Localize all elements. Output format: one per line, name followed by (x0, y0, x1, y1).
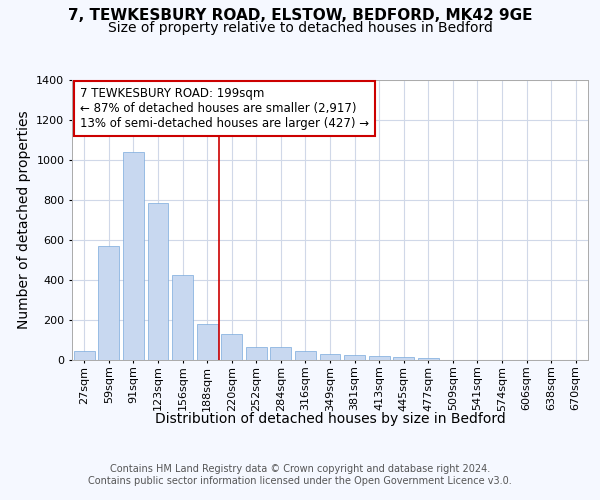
Y-axis label: Number of detached properties: Number of detached properties (17, 110, 31, 330)
Bar (123, 152, 144, 360)
Text: Size of property relative to detached houses in Bedford: Size of property relative to detached ho… (107, 21, 493, 35)
Text: 7 TEWKESBURY ROAD: 199sqm
← 87% of detached houses are smaller (2,917)
13% of se: 7 TEWKESBURY ROAD: 199sqm ← 87% of detac… (80, 87, 369, 130)
Bar (271, 347, 292, 360)
Bar (320, 354, 340, 360)
Bar (418, 358, 439, 360)
Bar (148, 203, 169, 360)
Bar (221, 334, 242, 360)
Bar (368, 356, 389, 360)
Text: Contains HM Land Registry data © Crown copyright and database right 2024.: Contains HM Land Registry data © Crown c… (110, 464, 490, 474)
Text: Contains public sector information licensed under the Open Government Licence v3: Contains public sector information licen… (88, 476, 512, 486)
Bar (197, 324, 218, 360)
Bar (295, 350, 316, 360)
Bar (393, 357, 414, 360)
Bar (344, 354, 365, 360)
Bar (98, 246, 119, 360)
Bar (74, 350, 95, 360)
Text: 7, TEWKESBURY ROAD, ELSTOW, BEDFORD, MK42 9GE: 7, TEWKESBURY ROAD, ELSTOW, BEDFORD, MK4… (68, 8, 532, 22)
Text: Distribution of detached houses by size in Bedford: Distribution of detached houses by size … (155, 412, 505, 426)
Bar (172, 275, 193, 360)
Bar (246, 347, 267, 360)
